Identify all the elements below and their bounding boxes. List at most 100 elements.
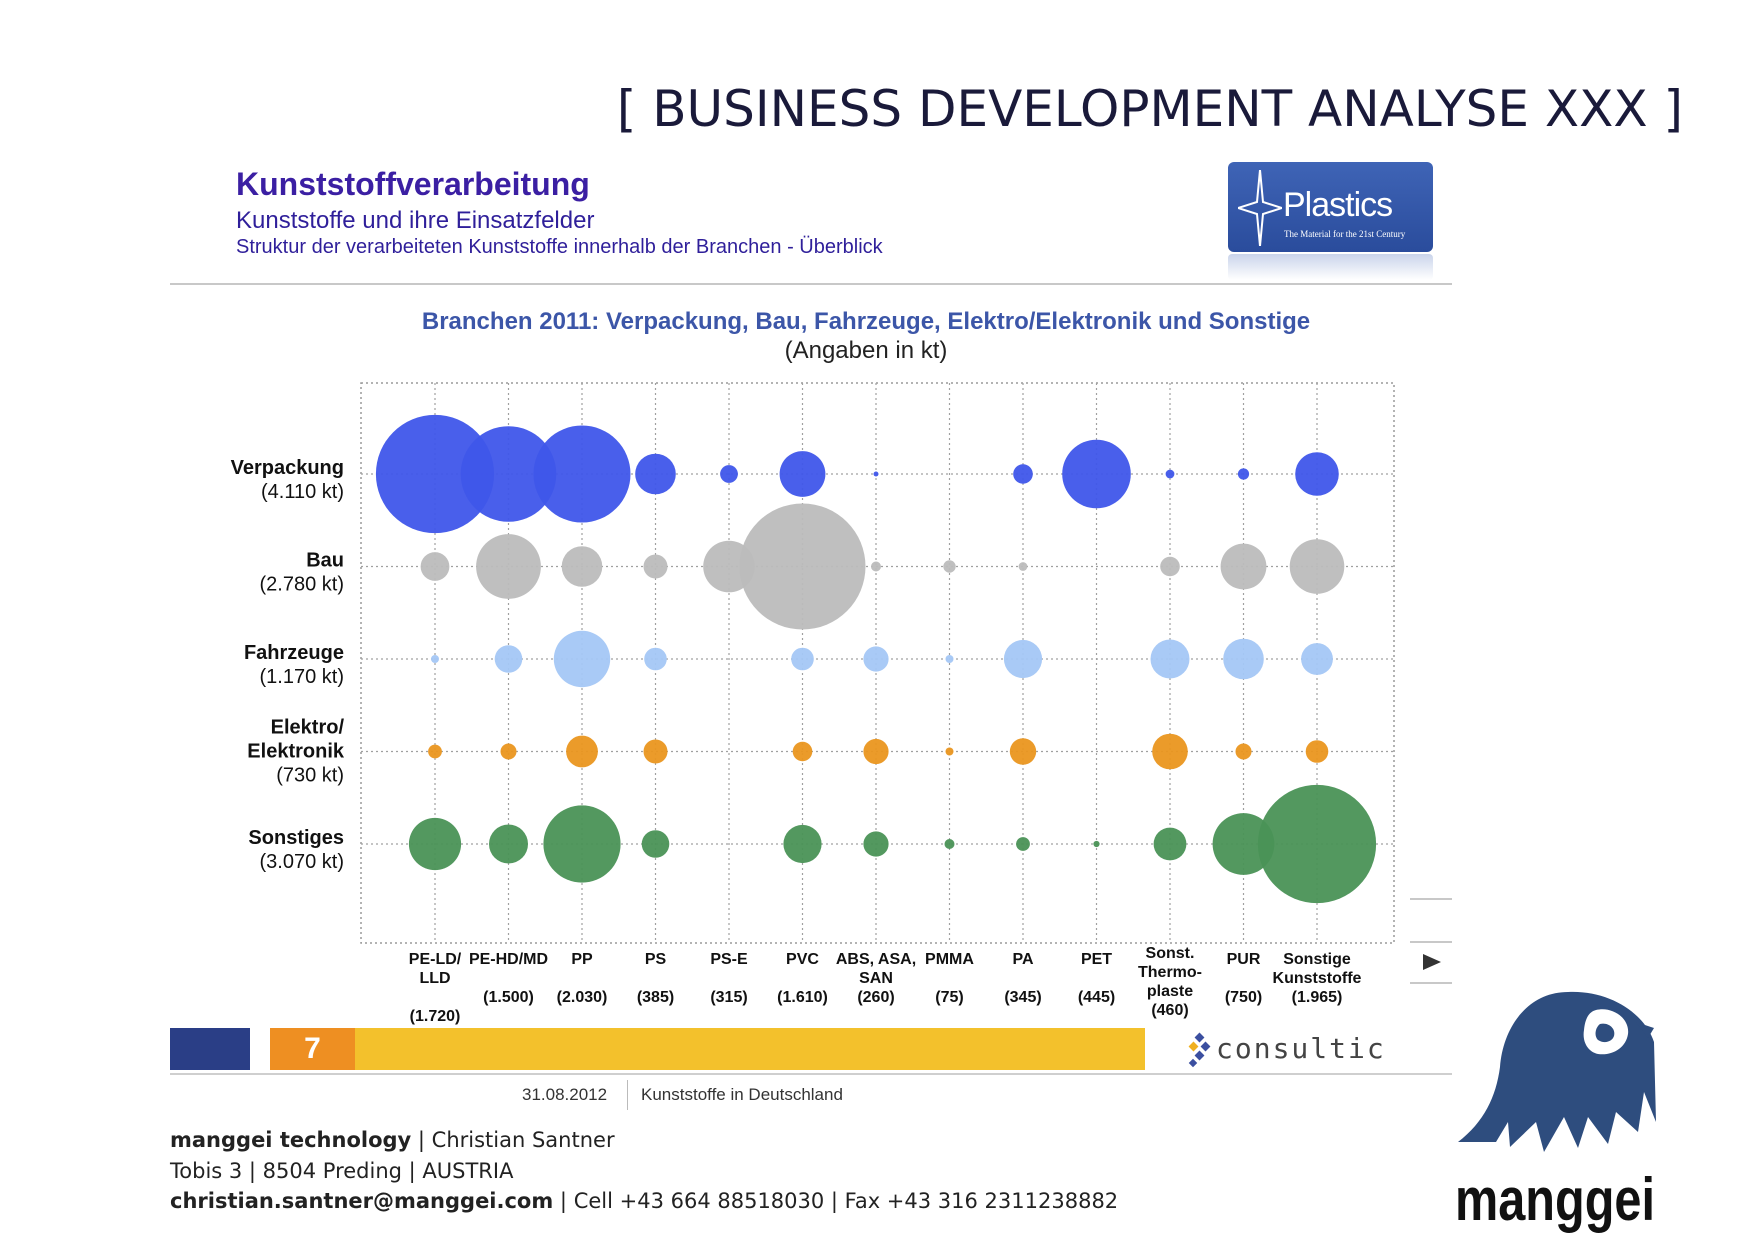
bubble-point [945,655,954,663]
slide-navigation [1410,898,1452,984]
column-label: Thermo- [1138,964,1202,981]
column-label: SAN [859,970,893,987]
play-icon[interactable] [1413,942,1453,982]
chart-plot-frame [360,382,1395,944]
bubble-point [1220,543,1267,590]
bubble-point [1013,464,1033,484]
column-label: Sonstige [1283,951,1351,968]
row-label: (4.110 kt) [261,481,344,503]
bubble-point [476,534,541,599]
slide-subtitle-detail: Struktur der verarbeiteten Kunststoffe i… [236,236,883,258]
column-value-label: (460) [1151,1002,1188,1019]
slide-footer-caption: Kunststoffe in Deutschland [641,1085,843,1104]
bubble-point [460,426,557,522]
footer-bar-yellow-segment [355,1028,1145,1070]
bubble-point [873,471,879,477]
contact-phones: Cell +43 664 88518030 | Fax +43 316 2311… [573,1189,1119,1213]
slide-date: 31.08.2012 [522,1085,608,1104]
slide-title: Kunststoffverarbeitung [236,166,590,202]
contact-address: Tobis 3 | 8504 Preding | AUSTRIA [170,1159,514,1183]
bubble-point [1062,439,1131,509]
column-value-label: (345) [1004,989,1041,1006]
consultic-mark-icon [1188,1032,1211,1068]
column-label: PVC [786,951,819,968]
bubble-point [1152,733,1188,770]
column-value-label: (1.500) [483,989,534,1006]
row-label: Elektro/ [271,717,345,739]
bubble-point [1295,452,1339,496]
bubble-point [1235,743,1252,760]
column-value-label: (1.610) [777,989,828,1006]
bubble-point [1237,468,1250,480]
column-value-label: (75) [935,989,963,1006]
column-value-label: (750) [1225,989,1262,1006]
slide-footer-divider [170,1073,1452,1075]
bubble-point [863,831,889,857]
row-label: (730 kt) [276,765,344,787]
bubble-point [428,744,442,759]
bubble-point [791,647,814,671]
column-label: PS-E [710,951,748,968]
column-label: PS [645,951,667,968]
bubble-point [420,552,450,581]
bubble-point [644,647,667,671]
plastics-logo-tagline: The Material for the 21st Century [1284,229,1406,239]
bubble-point [1009,738,1037,765]
footer-bar-blue-segment [170,1028,250,1070]
column-label: PE-HD/MD [469,951,548,968]
contact-details-line: christian.santner@manggei.com | Cell +43… [170,1189,1118,1213]
bubble-point [720,465,738,483]
column-label: LLD [419,970,450,987]
column-label: PP [571,951,593,968]
bubble-point [871,561,881,572]
column-value-label: (260) [857,989,894,1006]
bubble-point [431,655,439,663]
bubble-point [1223,638,1264,680]
slide-subtitle: Kunststoffe und ihre Einsatzfelder [236,207,595,234]
bubble-point [1301,643,1333,675]
bubble-point [739,503,866,630]
row-label: Fahrzeuge [244,642,344,664]
manggei-logo-text: manggei [1455,1166,1655,1233]
column-value-label: (315) [710,989,747,1006]
column-label: Sonst. [1146,945,1195,962]
contact-company: manggei technology [170,1128,412,1152]
bubble-point [1016,837,1030,851]
contact-email-link[interactable]: christian.santner@manggei.com [170,1189,554,1213]
bubble-point [543,805,621,883]
column-value-label: (1.720) [410,1008,461,1025]
column-label: Kunststoffe [1273,970,1362,987]
bubble-point [643,739,668,764]
column-value-label: (2.030) [557,989,608,1006]
column-label: plaste [1147,983,1193,1000]
bubble-point [1165,469,1175,479]
bubble-point [1093,840,1100,848]
contact-separator: | [553,1189,574,1213]
row-label: Sonstiges [248,827,344,849]
column-value-label: (385) [637,989,674,1006]
bubble-point [553,630,611,688]
bubble-point [1153,827,1187,861]
bubble-point [943,560,956,573]
beaver-mascot-icon [1458,991,1656,1152]
footer-bar-gap [250,1028,270,1070]
bubble-point [561,546,603,587]
column-label: PA [1012,951,1033,968]
row-label: (2.780 kt) [260,574,344,596]
bubble-point [792,741,813,762]
bubble-point [489,824,528,864]
bubble-point [566,735,598,768]
row-label: Verpackung [231,457,344,479]
plastics-star-icon [1238,170,1282,246]
bubble-point [1257,784,1377,904]
contact-company-line: manggei technology | Christian Santner [170,1128,615,1152]
bubble-point [1003,639,1043,679]
bubble-point [641,830,670,858]
plastics-logo-name: Plastics [1283,186,1393,224]
chart-title: Branchen 2011: Verpackung, Bau, Fahrzeug… [422,308,1310,335]
slide-page-number: 7 [270,1028,355,1070]
bubble-point [375,414,495,534]
bubble-point [779,451,826,497]
bubble-point [944,839,955,849]
row-label: Bau [306,550,344,572]
